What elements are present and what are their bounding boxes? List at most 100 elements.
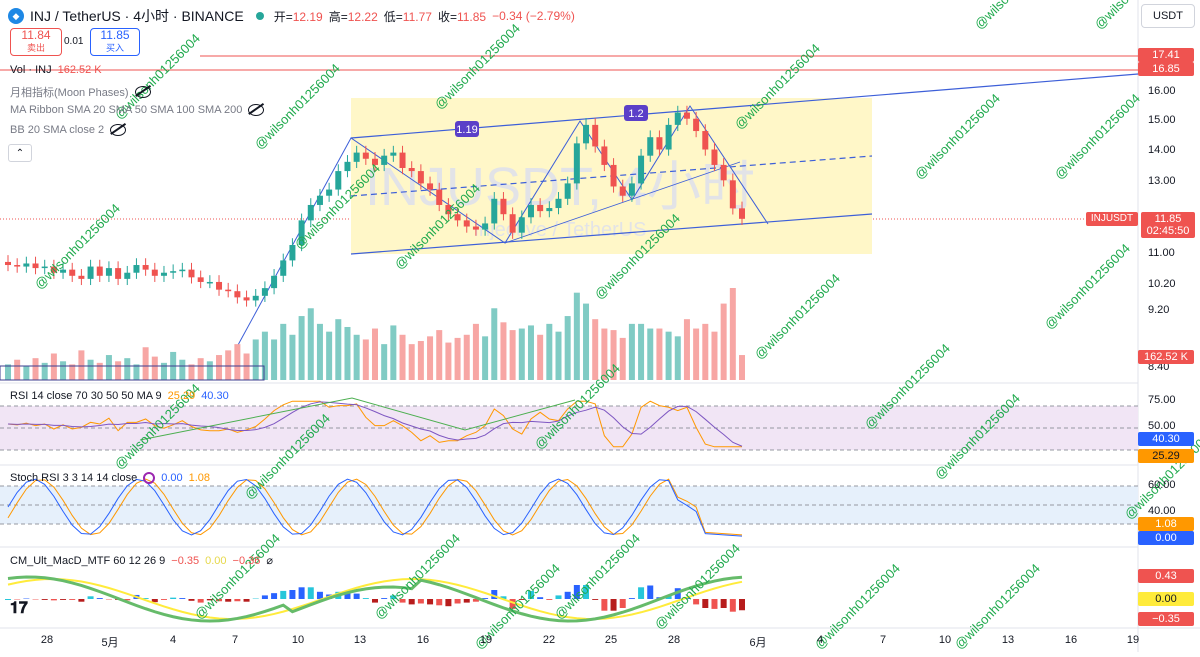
volume-bar [253,339,259,380]
candle-body [234,291,240,297]
candle-body [528,205,534,217]
time-axis-label: 19 [1127,634,1139,646]
ohlc-high: 高=12.22 [329,8,378,25]
candle-body [519,217,525,232]
sell-button[interactable]: 11.84 卖出 [10,28,62,56]
stoch-k-tag: 0.00 [1138,531,1194,545]
macd-histogram-bar [592,599,598,600]
macd-histogram-bar [78,599,84,602]
candle-body [418,171,424,183]
time-axis-label: 25 [605,634,617,646]
volume-bar [335,319,341,380]
price-axis-label: 11.00 [1148,247,1175,259]
indicator-vol[interactable]: Vol · INJ 162.52 K [10,64,102,76]
tradingview-logo[interactable]: 𝟏𝟕 [10,600,28,618]
candle-body [574,143,580,183]
volume-bar [629,324,635,380]
macd-histogram-bar [721,599,727,608]
candle-body [354,153,360,162]
volume-bar [124,358,130,380]
volume-bar [161,363,167,380]
volume-bar [445,343,451,380]
macd-histogram-bar [427,599,433,604]
macd-histogram-bar [537,597,543,599]
candle-body [23,263,29,266]
candle-body [271,276,277,288]
rsi-tag: 25.29 [1138,449,1194,463]
volume-bar [482,336,488,380]
indicator-moon[interactable]: 月相指标(Moon Phases) [10,84,151,100]
macd-histogram-bar [225,599,231,602]
indicator-bb[interactable]: BB 20 SMA close 2 [10,124,126,136]
candle-body [500,199,506,214]
last-price-tag: 11.85 02:45:50 [1141,212,1195,238]
volume-bar [473,324,479,380]
candle-body [262,288,268,296]
time-axis-label: 5月 [101,634,118,650]
volume-bar [344,327,350,380]
volume-bar [583,304,589,380]
volume-bar [400,335,406,380]
candle-body [400,153,406,168]
hidden-eye-icon[interactable] [110,124,126,136]
candle-body [583,125,589,143]
rsi-pane-label[interactable]: RSI 14 close 70 30 50 50 MA 9 25.29 40.3… [10,390,229,402]
volume-bar [427,336,433,380]
candle-body [684,113,690,119]
candle-body [115,268,121,279]
collapse-legend-button[interactable]: ⌃ [8,144,32,162]
candle-body [133,265,139,273]
signature-watermark: @wilsonh01256004 [372,531,464,623]
currency-button[interactable]: USDT [1141,4,1195,28]
signature-watermark: @wilsonh01256004 [972,0,1064,32]
macd-histogram-bar [730,599,736,612]
high-label: 高= [329,10,348,24]
refresh-icon[interactable] [143,472,155,484]
macd-histogram-bar [445,599,451,606]
candle-body [97,267,103,276]
macd-pane-label[interactable]: CM_Ult_MacD_MTF 60 12 26 9 −0.35 0.00 −0… [10,554,273,567]
candle-body [638,156,644,184]
buy-button[interactable]: 11.85 买入 [90,28,140,56]
candle-body [620,186,626,195]
candle-body [647,137,653,155]
candle-body [592,125,598,147]
hidden-eye-icon[interactable] [248,104,264,116]
candle-body [482,223,488,229]
rsi-level-50: 50.00 [1148,420,1176,432]
macd-value: −0.35 [171,555,199,567]
stoch-pane-label[interactable]: Stoch RSI 3 3 14 14 close 0.00 1.08 [10,472,210,484]
macd-histogram-bar [546,599,552,600]
rsi-ma-tag: 40.30 [1138,432,1194,446]
macd-histogram-bar [629,598,635,599]
volume-bar [5,364,11,380]
change-value: −0.34 (−2.79%) [492,9,575,23]
bb-label: BB 20 SMA close 2 [10,124,104,136]
sell-label: 卖出 [27,42,45,55]
price-tag-high2: 16.85 [1138,62,1194,76]
symbol-title[interactable]: INJ / TetherUS · 4小时 · BINANCE [30,6,244,26]
signature-watermark: @wilsonh01256004 [652,541,744,633]
time-axis-label: 7 [880,634,886,646]
macd-histogram-bar [409,599,415,604]
volume-bar [381,344,387,380]
macd-histogram-bar [179,598,185,599]
macd-histogram-bar [170,598,176,599]
hidden-eye-icon[interactable] [135,86,151,98]
candle-body [629,183,635,195]
stoch-k-value: 0.00 [161,472,182,484]
ohlc-low: 低=11.77 [384,8,432,25]
vol-label: Vol · INJ [10,64,52,76]
macd-histogram-bar [308,587,314,599]
indicator-ribbon[interactable]: MA Ribbon SMA 20 SMA 50 SMA 100 SMA 200 [10,104,264,116]
candle-body [106,268,112,276]
symbol-tag: INJUSDT [1086,212,1138,226]
time-axis-label: 4 [817,634,823,646]
volume-bar [565,316,571,380]
volume-bar [60,361,66,380]
candle-body [161,273,167,276]
volume-bar [390,325,396,380]
volume-bar [115,361,121,380]
volume-bar [23,366,29,380]
macd-histogram-bar [372,599,378,603]
